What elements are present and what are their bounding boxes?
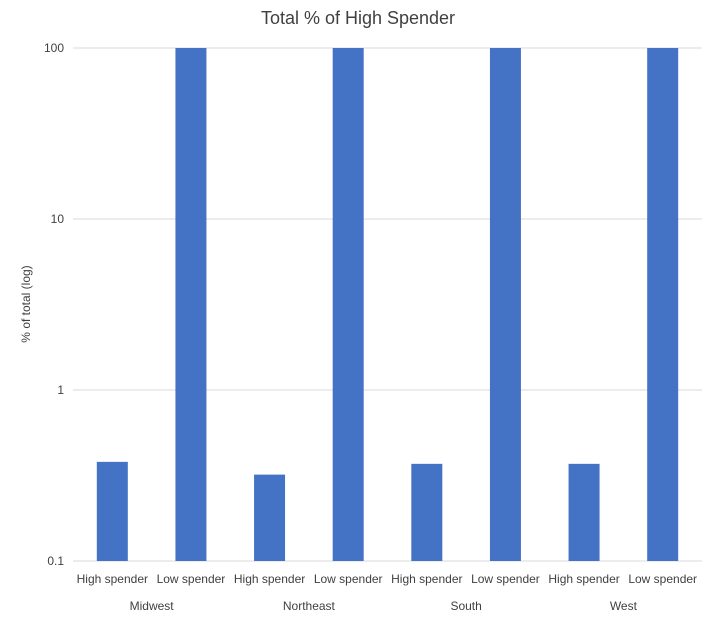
y-tick-label: 1 xyxy=(57,383,64,397)
bar xyxy=(489,48,521,561)
x-axis-group-labels: Midwest Northeast South West xyxy=(130,599,638,613)
x-category-label: High spender xyxy=(548,572,619,586)
y-tick-label: 0.1 xyxy=(47,554,64,568)
x-group-label: West xyxy=(610,599,638,613)
bar xyxy=(568,463,600,561)
y-tick-label: 10 xyxy=(51,212,65,226)
bar xyxy=(175,48,207,561)
bar xyxy=(411,463,443,561)
y-axis-title: % of total (log) xyxy=(19,265,33,342)
x-category-label: High spender xyxy=(391,572,462,586)
bar xyxy=(96,461,128,561)
x-category-label: Low spender xyxy=(628,572,697,586)
chart-title: Total % of High Spender xyxy=(261,8,455,28)
bar xyxy=(647,48,679,561)
x-axis-category-labels: High spender Low spender High spender Low s… xyxy=(77,572,697,586)
x-category-label: High spender xyxy=(77,572,148,586)
bars xyxy=(96,48,679,561)
bar xyxy=(254,474,286,561)
x-group-label: Midwest xyxy=(130,599,175,613)
x-group-label: Northeast xyxy=(283,599,336,613)
gridlines xyxy=(73,47,702,562)
x-category-label: Low spender xyxy=(314,572,383,586)
x-category-label: High spender xyxy=(234,572,305,586)
x-category-label: Low spender xyxy=(157,572,226,586)
y-tick-label: 100 xyxy=(44,41,64,55)
y-axis-ticks: 0.1 1 10 100 xyxy=(44,41,64,568)
x-group-label: South xyxy=(450,599,481,613)
bar xyxy=(332,48,364,561)
x-category-label: Low spender xyxy=(471,572,540,586)
